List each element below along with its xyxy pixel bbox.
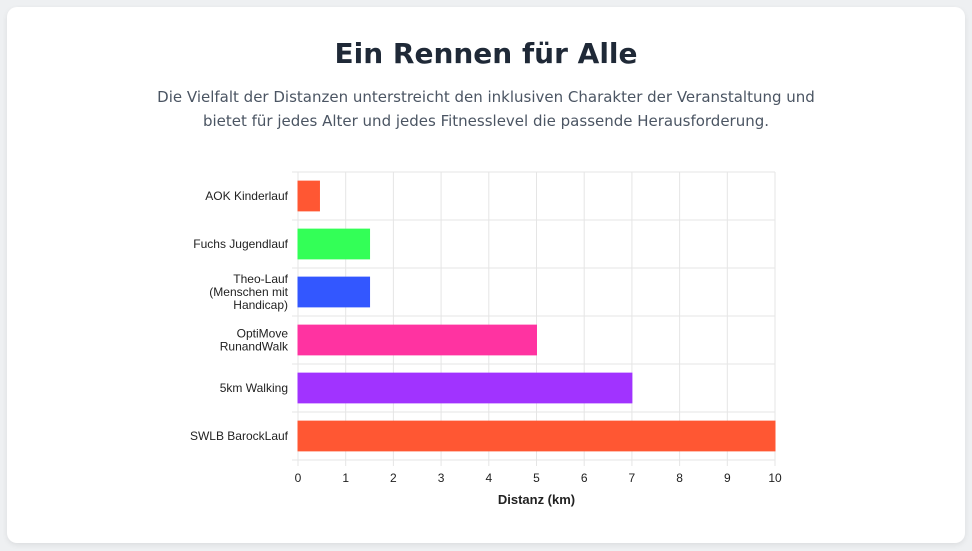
page-title: Ein Rennen für Alle [334,37,638,70]
x-tick-label: 7 [629,471,636,485]
x-tick-label: 8 [676,471,683,485]
x-tick-label: 2 [390,471,397,485]
category-label-line: Fuchs Jugendlauf [193,237,288,251]
chart-card: Ein Rennen für Alle Die Vielfalt der Dis… [7,7,965,543]
x-tick-label: 6 [581,471,588,485]
x-tick-label: 0 [295,471,302,485]
category-label: Fuchs Jugendlauf [193,237,288,251]
category-label: OptiMove RunandWalk [220,327,289,354]
x-tick-label: 3 [438,471,445,485]
category-label-line: Handicap) [233,298,288,312]
category-label: SWLB BarockLauf [190,429,289,443]
category-label-line: AOK Kinderlauf [205,189,288,203]
x-tick-label: 1 [342,471,349,485]
category-label-line: 5km Walking [220,381,288,395]
category-label-line: (Menschen mit [209,285,288,299]
x-tick-label: 5 [533,471,540,485]
category-label: Theo-Lauf (Menschen mit Handicap) [209,272,288,312]
category-label-line: OptiMove [237,327,289,341]
page-subtitle: Die Vielfalt der Distanzen unterstreicht… [157,88,815,130]
x-tick-label: 4 [485,471,492,485]
bar [297,276,371,308]
distance-bar-chart: AOK Kinderlauf Fuchs Jugendlauf Theo-Lauf(… [190,171,782,507]
x-tick-label: 9 [724,471,731,485]
bar [297,324,537,356]
category-label-line: Theo-Lauf [233,272,288,286]
category-label: 5km Walking [220,381,288,395]
category-label-line: SWLB BarockLauf [190,429,289,443]
x-axis-title: Distanz (km) [498,492,575,507]
bar [297,420,776,452]
bar [297,372,633,404]
bar [297,228,371,260]
bar [297,180,320,212]
category-label: AOK Kinderlauf [205,189,288,203]
category-label-line: RunandWalk [220,340,289,354]
x-tick-label: 10 [768,471,782,485]
